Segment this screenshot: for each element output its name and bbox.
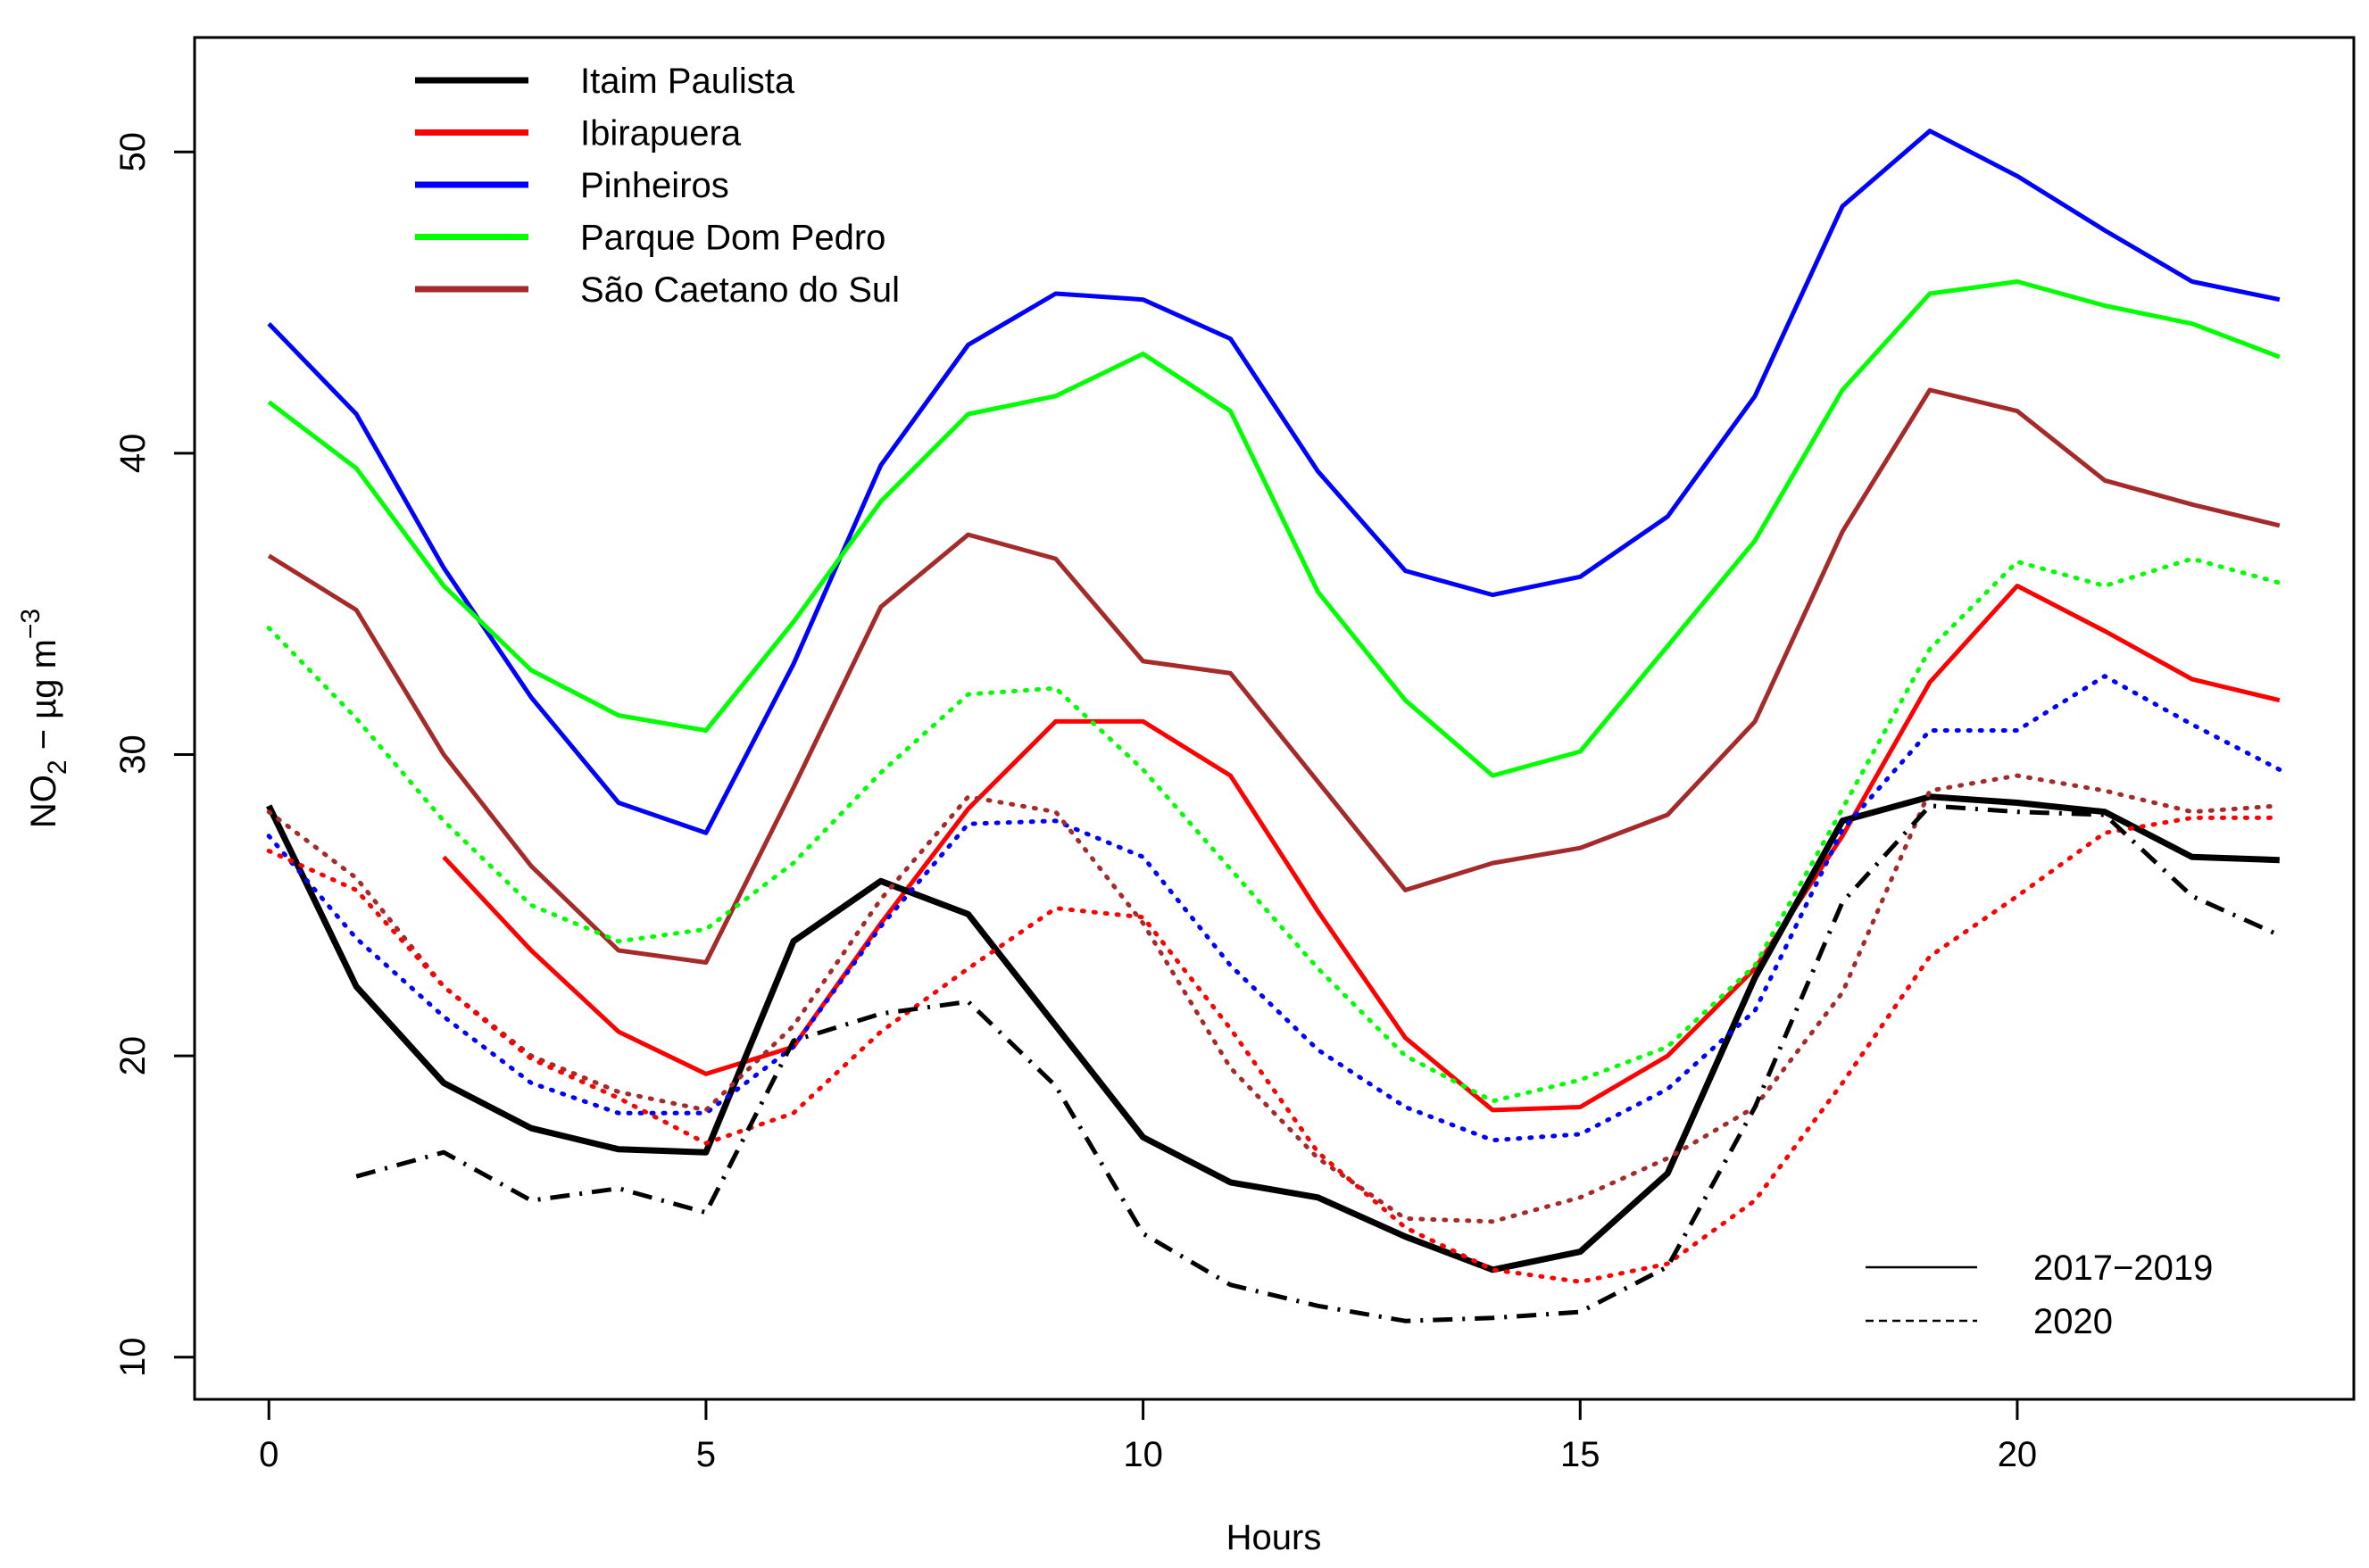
series-line-parque-dom-pedro-2017-2019: [267, 279, 2281, 778]
y-axis: 10 20 30 40 50: [113, 132, 196, 1377]
y-axis-label-superscript: −3: [16, 609, 46, 639]
y-tick-label: 10: [113, 1337, 153, 1377]
period-legend: 2017−2019 2020: [1866, 1249, 2213, 1341]
legend-item-ibirapuera: Ibirapuera: [415, 114, 742, 153]
legend-label: Pinheiros: [580, 166, 729, 205]
legend-item-sao-caetano-do-sul: São Caetano do Sul: [415, 270, 900, 310]
y-axis-label-middle: − µg m: [24, 639, 63, 759]
series-line-ibirapuera-2017-2019: [442, 584, 2281, 1113]
y-tick-label: 30: [113, 734, 153, 775]
series-line-pinheiros-2017-2019: [267, 129, 2281, 835]
series-line-parque-dom-pedro-2020: [266, 556, 2282, 1104]
legend-label: São Caetano do Sul: [580, 270, 900, 310]
x-tick-label: 15: [1560, 1435, 1600, 1474]
period-legend-label: 2017−2019: [2033, 1249, 2213, 1288]
series-line-itaim-paulista-2020: [355, 803, 2281, 1323]
period-legend-item-solid: 2017−2019: [1866, 1249, 2213, 1288]
x-tick-label: 0: [259, 1435, 278, 1474]
y-axis-label-subscript: 2: [43, 759, 72, 775]
legend-item-pinheiros: Pinheiros: [415, 166, 729, 205]
y-axis-label-prefix: NO: [24, 775, 63, 828]
legend-label: Itaim Paulista: [580, 62, 795, 101]
period-legend-label: 2020: [2033, 1302, 2113, 1341]
series-line-itaim-paulista-2017-2019: [266, 793, 2280, 1273]
x-axis: 0 5 10 15 20: [259, 1398, 2038, 1474]
legend-item-parque-dom-pedro: Parque Dom Pedro: [415, 219, 885, 258]
legend-item-itaim-paulista: Itaim Paulista: [415, 62, 795, 101]
x-tick-label: 10: [1123, 1435, 1163, 1474]
series-line-pinheiros-2020: [266, 674, 2282, 1143]
x-tick-label: 5: [696, 1435, 716, 1474]
legend: Itaim Paulista Ibirapuera Pinheiros Parque …: [415, 62, 900, 310]
x-axis-label: Hours: [1226, 1518, 1322, 1557]
period-legend-item-dashed: 2020: [1866, 1302, 2113, 1341]
y-tick-label: 40: [113, 434, 153, 474]
series-layer: [266, 129, 2282, 1323]
legend-label: Ibirapuera: [580, 114, 742, 153]
x-tick-label: 20: [1998, 1435, 2038, 1474]
series-line-sao-caetano-do-sul-2020: [266, 773, 2282, 1224]
series-line-sao-caetano-do-sul-2017-2019: [267, 387, 2281, 965]
y-tick-label: 50: [113, 132, 153, 172]
y-tick-label: 20: [113, 1036, 153, 1076]
legend-label: Parque Dom Pedro: [580, 219, 885, 258]
series-line-ibirapuera-2020: [266, 815, 2282, 1284]
y-axis-label: NO2 − µg m−3: [16, 609, 72, 828]
